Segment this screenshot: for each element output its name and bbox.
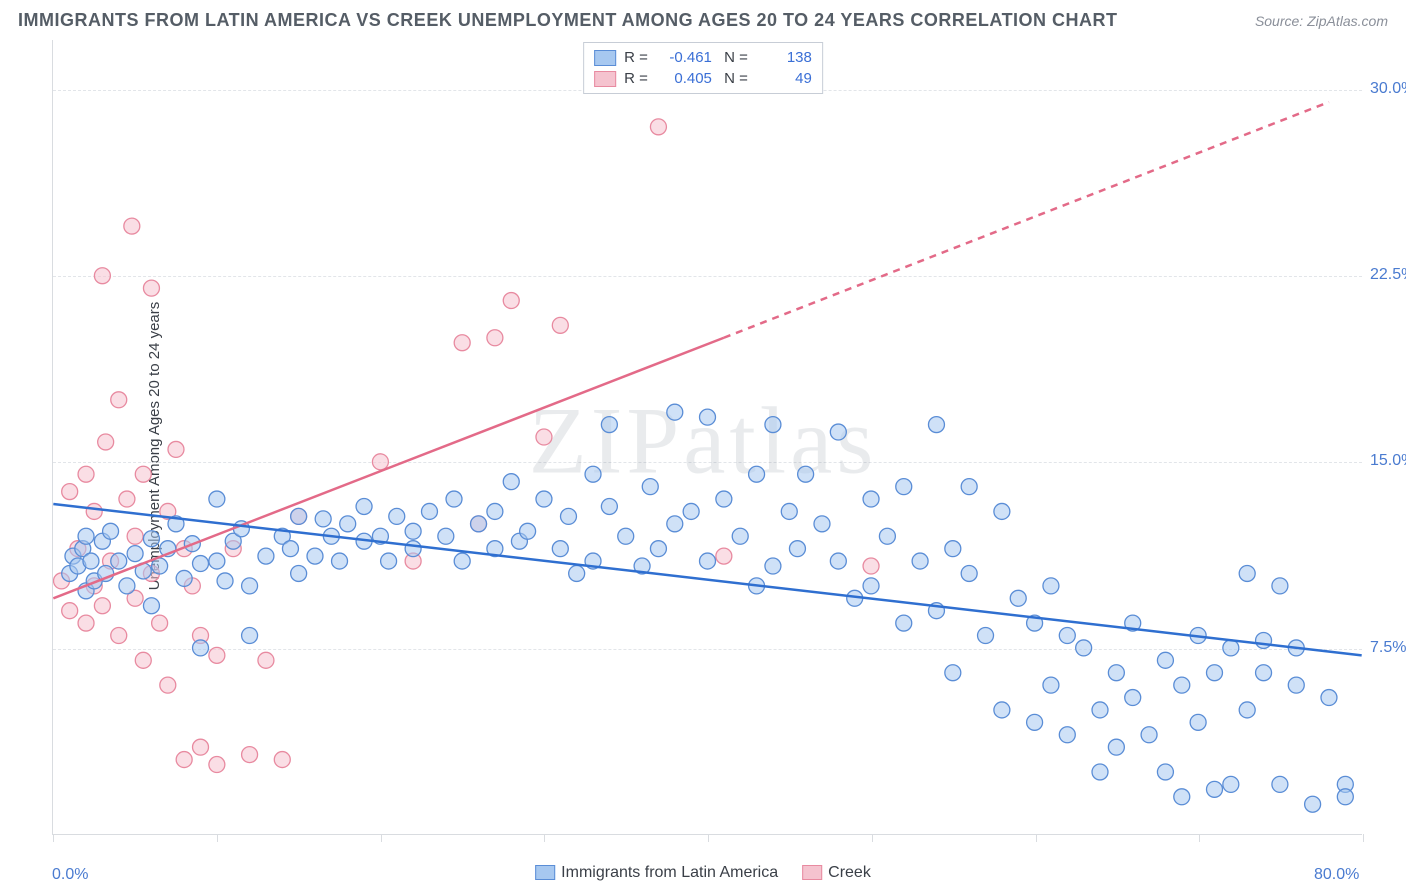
correlation-legend: R =-0.461 N =138 R =0.405 N =49	[583, 42, 823, 94]
source-label: Source: ZipAtlas.com	[1255, 13, 1388, 29]
legend-row-series1: R =-0.461 N =138	[594, 47, 812, 68]
legend-item-1: Immigrants from Latin America	[535, 864, 778, 882]
r-value-2: 0.405	[656, 70, 712, 87]
n-value-1: 138	[756, 49, 812, 66]
y-tick-label: 15.0%	[1370, 452, 1406, 470]
y-tick-label: 30.0%	[1370, 80, 1406, 98]
legend-item-2: Creek	[802, 864, 871, 882]
x-axis-min-label: 0.0%	[52, 866, 88, 884]
plot-area	[52, 40, 1362, 835]
series-legend: Immigrants from Latin America Creek	[535, 864, 871, 882]
y-tick-label: 22.5%	[1370, 266, 1406, 284]
scatter-svg	[53, 40, 1362, 834]
n-value-2: 49	[756, 70, 812, 87]
chart-title: IMMIGRANTS FROM LATIN AMERICA VS CREEK U…	[18, 10, 1118, 31]
y-tick-label: 7.5%	[1370, 639, 1406, 657]
x-axis-max-label: 80.0%	[1314, 866, 1359, 884]
r-value-1: -0.461	[656, 49, 712, 66]
legend-row-series2: R =0.405 N =49	[594, 68, 812, 89]
